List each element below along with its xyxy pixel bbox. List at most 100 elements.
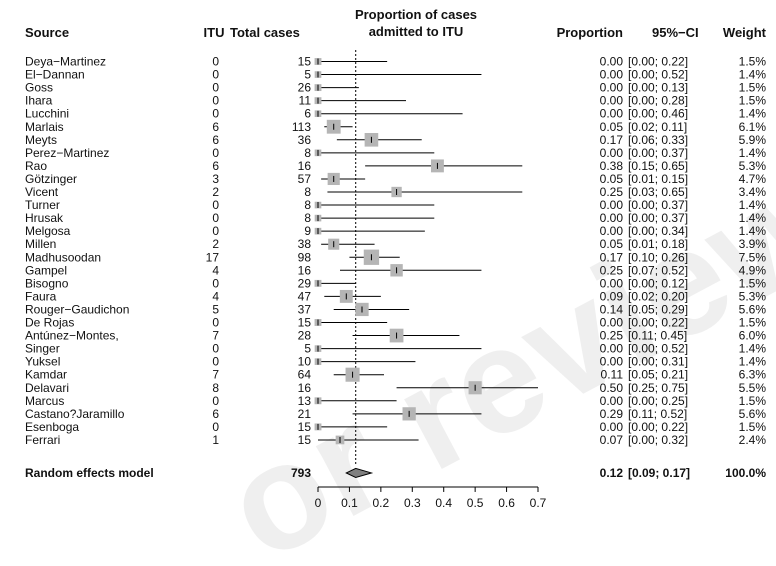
study-itu-value: 0 <box>212 224 219 238</box>
study-proportion-value: 0.00 <box>600 224 624 238</box>
study-proportion-value: 0.14 <box>600 302 624 316</box>
study-ci-value: [0.10; 0.26] <box>628 250 688 264</box>
study-proportion-value: 0.25 <box>600 263 624 277</box>
study-ci-value: [0.06; 0.33] <box>628 133 688 147</box>
summary-row: Random effects model 793 0.12 [0.09; 0.17] 1… <box>25 466 766 480</box>
study-rows: Deya−Martinez 0 15 0.00 [0.00; 0.22] 1.5%El−D… <box>25 55 766 447</box>
study-itu-value: 0 <box>212 146 219 160</box>
study-ci-value: [0.00; 0.22] <box>628 420 688 434</box>
study-proportion-value: 0.11 <box>601 368 624 382</box>
study-weight-value: 1.5% <box>739 94 767 108</box>
study-total-cases: 47 <box>298 289 312 303</box>
study-source-label: Bisogno <box>25 276 69 290</box>
study-weight-value: 4.7% <box>739 172 767 186</box>
study-total-cases: 15 <box>298 316 312 330</box>
study-source-label: Rao <box>25 159 47 173</box>
study-weight-value: 1.5% <box>739 316 767 330</box>
study-total-cases: 16 <box>298 263 312 277</box>
header-itu: ITU <box>204 25 225 40</box>
summary-weight-value: 100.0% <box>725 466 766 480</box>
study-ci-value: [0.07; 0.52] <box>628 263 688 277</box>
x-axis-tick-label: 0.4 <box>435 496 452 510</box>
study-weight-value: 1.4% <box>739 342 767 356</box>
study-ci-value: [0.15; 0.65] <box>628 159 688 173</box>
study-ci-value: [0.00; 0.31] <box>628 355 688 369</box>
study-proportion-value: 0.00 <box>600 342 624 356</box>
study-itu-value: 0 <box>212 94 219 108</box>
header-proportion: Proportion <box>557 25 623 40</box>
study-weight-value: 5.6% <box>739 302 767 316</box>
study-weight-value: 5.3% <box>739 159 767 173</box>
study-ci-value: [0.05; 0.21] <box>628 368 688 382</box>
study-total-cases: 5 <box>304 342 311 356</box>
study-itu-value: 0 <box>212 276 219 290</box>
study-itu-value: 7 <box>212 329 219 343</box>
study-total-cases: 15 <box>298 420 312 434</box>
study-proportion-value: 0.09 <box>600 289 624 303</box>
study-total-cases: 8 <box>304 185 311 199</box>
study-itu-value: 7 <box>212 368 219 382</box>
study-source-label: Marcus <box>25 394 64 408</box>
study-weight-value: 1.4% <box>739 146 767 160</box>
study-ci-value: [0.00; 0.12] <box>628 276 688 290</box>
study-itu-value: 0 <box>212 107 219 121</box>
study-proportion-value: 0.05 <box>600 172 624 186</box>
x-axis-tick-label: 0.7 <box>530 496 547 510</box>
study-proportion-value: 0.00 <box>600 146 624 160</box>
study-ci-value: [0.00; 0.13] <box>628 81 688 95</box>
x-axis: 0 0.1 0.2 0.3 0.4 0.5 0.6 0.7 <box>315 486 547 510</box>
study-weight-value: 1.4% <box>739 198 767 212</box>
study-proportion-value: 0.00 <box>600 107 624 121</box>
study-source-label: De Rojas <box>25 316 74 330</box>
study-proportion-value: 0.00 <box>600 211 624 225</box>
study-proportion-value: 0.07 <box>600 433 624 447</box>
study-itu-value: 2 <box>212 185 219 199</box>
study-itu-value: 0 <box>212 211 219 225</box>
study-total-cases: 8 <box>304 198 311 212</box>
study-weight-value: 6.0% <box>739 329 767 343</box>
study-itu-value: 3 <box>212 172 219 186</box>
study-total-cases: 29 <box>298 276 312 290</box>
summary-diamond <box>345 467 374 478</box>
study-weight-value: 1.5% <box>739 276 767 290</box>
study-ci-value: [0.00; 0.25] <box>628 394 688 408</box>
study-itu-value: 0 <box>212 342 219 356</box>
study-source-label: Marlais <box>25 120 64 134</box>
study-itu-value: 0 <box>212 394 219 408</box>
study-ci-value: [0.01; 0.15] <box>628 172 688 186</box>
study-proportion-value: 0.17 <box>600 133 624 147</box>
study-itu-value: 0 <box>212 198 219 212</box>
study-total-cases: 8 <box>304 211 311 225</box>
study-source-label: Meyts <box>25 133 57 147</box>
study-total-cases: 16 <box>298 381 312 395</box>
study-ci-value: [0.02; 0.11] <box>628 120 687 134</box>
study-ci-value: [0.00; 0.22] <box>628 316 688 330</box>
study-proportion-value: 0.00 <box>600 276 624 290</box>
study-source-label: Goss <box>25 81 53 95</box>
study-source-label: Gampel <box>25 263 67 277</box>
study-weight-value: 1.4% <box>739 107 767 121</box>
study-itu-value: 0 <box>212 81 219 95</box>
x-axis-tick-label: 0.5 <box>467 496 484 510</box>
study-itu-value: 8 <box>212 381 219 395</box>
study-itu-value: 0 <box>212 68 219 82</box>
study-proportion-value: 0.25 <box>600 329 624 343</box>
study-source-label: Lucchini <box>25 107 69 121</box>
study-ci-value: [0.00; 0.22] <box>628 55 688 69</box>
x-axis-tick-label: 0.3 <box>404 496 421 510</box>
study-total-cases: 36 <box>298 133 312 147</box>
study-total-cases: 8 <box>304 146 311 160</box>
study-itu-value: 4 <box>212 263 219 277</box>
study-source-label: Hrusak <box>25 211 64 225</box>
header-weight: Weight <box>723 25 767 40</box>
summary-total-cases: 793 <box>291 466 311 480</box>
study-source-label: Deya−Martinez <box>25 55 106 69</box>
study-proportion-value: 0.25 <box>600 185 624 199</box>
study-proportion-value: 0.00 <box>600 420 624 434</box>
study-itu-value: 2 <box>212 237 219 251</box>
study-ci-value: [0.25; 0.75] <box>628 381 688 395</box>
study-total-cases: 11 <box>299 94 312 108</box>
study-ci-value: [0.05; 0.29] <box>628 302 688 316</box>
study-source-label: Esenboga <box>25 420 79 434</box>
